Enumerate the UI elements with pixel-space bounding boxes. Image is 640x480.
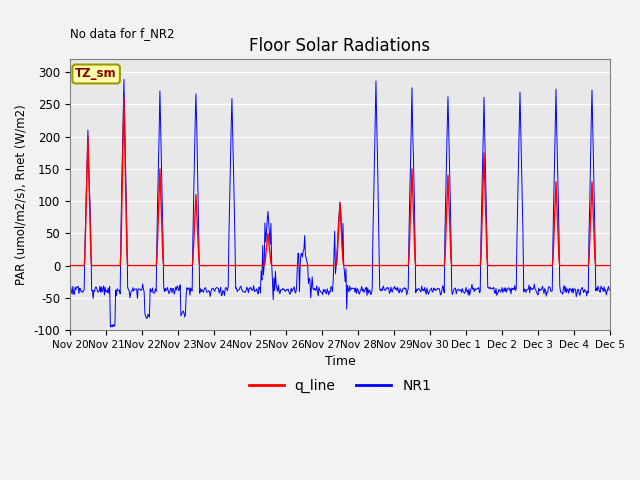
Text: No data for f_NR2: No data for f_NR2: [70, 27, 175, 40]
Text: TZ_sm: TZ_sm: [76, 68, 117, 81]
Title: Floor Solar Radiations: Floor Solar Radiations: [250, 37, 431, 55]
X-axis label: Time: Time: [324, 355, 355, 368]
Y-axis label: PAR (umol/m2/s), Rnet (W/m2): PAR (umol/m2/s), Rnet (W/m2): [15, 104, 28, 285]
Legend: q_line, NR1: q_line, NR1: [243, 373, 436, 399]
